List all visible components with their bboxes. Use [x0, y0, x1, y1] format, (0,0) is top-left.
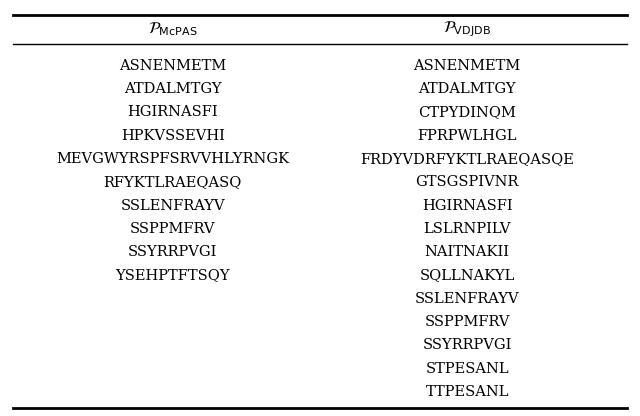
Text: FRDYVDRFYKTLRAEQASQE: FRDYVDRFYKTLRAEQASQE [360, 152, 574, 166]
Text: NAITNAKII: NAITNAKII [425, 245, 509, 259]
Text: ATDALMTGY: ATDALMTGY [124, 82, 221, 96]
Text: TTPESANL: TTPESANL [426, 385, 509, 399]
Text: HPKVSSEVHI: HPKVSSEVHI [121, 129, 225, 143]
Text: ASNENMETM: ASNENMETM [413, 59, 521, 73]
Text: ASNENMETM: ASNENMETM [119, 59, 227, 73]
Text: SSLENFRAYV: SSLENFRAYV [120, 198, 225, 213]
Text: SSYRRPVGI: SSYRRPVGI [422, 338, 512, 352]
Text: $\mathcal{P}_{\mathrm{McPAS}}$: $\mathcal{P}_{\mathrm{McPAS}}$ [148, 20, 198, 38]
Text: FPRPWLHGL: FPRPWLHGL [417, 129, 517, 143]
Text: HGIRNASFI: HGIRNASFI [127, 105, 218, 119]
Text: ATDALMTGY: ATDALMTGY [419, 82, 516, 96]
Text: RFYKTLRAEQASQ: RFYKTLRAEQASQ [104, 175, 242, 189]
Text: $\mathcal{P}_{\mathrm{VDJDB}}$: $\mathcal{P}_{\mathrm{VDJDB}}$ [444, 19, 491, 39]
Text: SQLLNAKYL: SQLLNAKYL [419, 268, 515, 282]
Text: SSPPMFRV: SSPPMFRV [424, 315, 510, 329]
Text: YSEHPTFTSQY: YSEHPTFTSQY [115, 268, 230, 282]
Text: SSLENFRAYV: SSLENFRAYV [415, 292, 520, 306]
Text: SSPPMFRV: SSPPMFRV [130, 222, 216, 236]
Text: HGIRNASFI: HGIRNASFI [422, 198, 513, 213]
Text: CTPYDINQM: CTPYDINQM [419, 105, 516, 119]
Text: SSYRRPVGI: SSYRRPVGI [128, 245, 218, 259]
Text: LSLRNPILV: LSLRNPILV [424, 222, 511, 236]
Text: STPESANL: STPESANL [426, 362, 509, 376]
Text: MEVGWYRSPFSRVVHLYRNGK: MEVGWYRSPFSRVVHLYRNGK [56, 152, 289, 166]
Text: GTSGSPIVNR: GTSGSPIVNR [415, 175, 519, 189]
